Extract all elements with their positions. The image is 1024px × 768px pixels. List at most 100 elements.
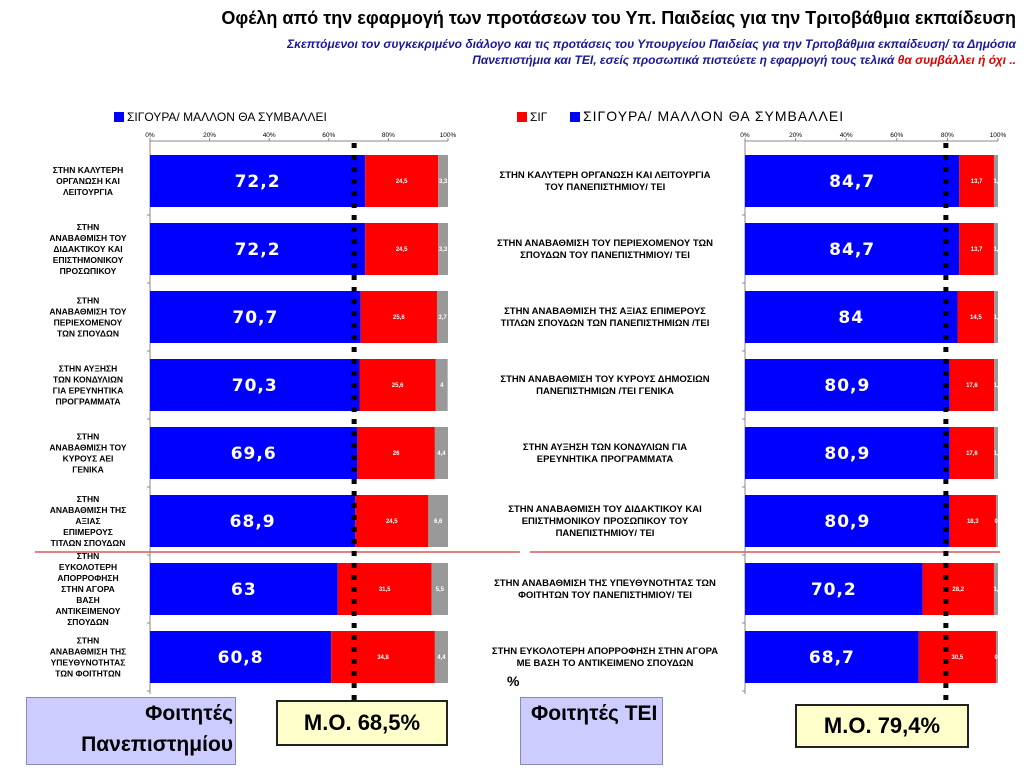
right-data-label-red: 28,2 — [952, 587, 964, 593]
left-category-label-line: ΑΝΑΒΑΘΜΙΣΗ ΤΟΥ — [49, 307, 127, 317]
right-tick-label: 80% — [941, 132, 954, 139]
right-bar-gray — [994, 359, 998, 411]
right-bar-red — [959, 155, 994, 207]
right-data-label-red: 18,3 — [967, 519, 979, 525]
right-data-label-red: 17,6 — [966, 451, 978, 457]
left-category-label-line: ΕΠΙΜΕΡΟΥΣ — [63, 527, 113, 537]
left-tick-label: 80% — [382, 132, 395, 139]
left-bar-blue — [150, 631, 332, 683]
right-category-label-line: ΣΤΗΝ ΑΥΞΗΣΗ ΤΩΝ ΚΟΝΔΥΛΙΩΝ ΓΙΑ — [523, 442, 687, 453]
right-data-label-red: 30,5 — [952, 655, 964, 661]
left-category-label-line: ΓΙΑ ΕΡΕΥΝΗΤΙΚΑ — [53, 386, 124, 396]
left-data-label-blue: 63 — [231, 580, 257, 600]
left-category-label-line: ΣΤΗΝ — [77, 432, 100, 442]
legend-right-swatch — [570, 112, 580, 122]
left-tick-label: 100% — [440, 132, 457, 139]
left-category-label-line: ΕΠΙΣΤΗΜΟΝΙΚΟΥ — [53, 255, 124, 265]
right-bar-blue — [745, 563, 923, 615]
legend-left: ΣΙΓΟΥΡΑ/ ΜΑΛΛΟΝ ΘΑ ΣΥΜΒΑΛΛΕΙ — [114, 110, 327, 124]
left-category-label-line: ΣΠΟΥΔΩΝ — [67, 617, 109, 627]
left-bar-red — [365, 223, 439, 275]
right-data-label-gray: 0, — [994, 519, 999, 525]
right-bar-gray — [994, 291, 998, 343]
left-category-label-line: ΠΡΟΣΩΠΙΚΟΥ — [60, 266, 117, 276]
right-data-label-gray: 0, — [994, 655, 999, 661]
right-data-label-gray: 1, — [993, 587, 998, 593]
left-category-label-line: ΤΩΝ ΚΟΝΔΥΛΙΩΝ — [53, 375, 123, 385]
right-bar-blue — [745, 495, 950, 547]
left-category-label-line: ΣΤΗΝ ΚΑΛΥΤΕΡΗ — [53, 165, 123, 175]
left-bar-gray — [428, 495, 448, 547]
right-bar-gray — [995, 631, 998, 683]
right-data-label-gray: 1, — [993, 247, 998, 253]
left-data-label-gray: 4 — [440, 383, 444, 389]
left-tick-label: 20% — [203, 132, 216, 139]
left-bar-gray — [434, 427, 448, 479]
left-data-label-red: 34,8 — [377, 655, 389, 661]
left-category-label: ΣΤΗΝ ΑΝΑΒΑΘΜΙΣΗ ΤΟΥ ΠΕΡΙΕΧΟΜΕΝΟΥ ΤΩΝ ΣΠΟΥΔΩ… — [49, 296, 127, 339]
left-bar-blue — [150, 427, 358, 479]
right-data-label-blue: 80,9 — [824, 376, 870, 396]
left-bar-red — [359, 359, 436, 411]
right-data-label-red: 17,6 — [966, 383, 978, 389]
right-bar-blue — [745, 291, 958, 343]
page-title: Οφέλη από την εφαρμογή των προτάσεων του… — [221, 8, 1016, 28]
left-category-label-line: ΑΝΑΒΑΘΜΙΣΗ ΤΗΣ — [50, 505, 127, 515]
right-data-label-gray: 1, — [994, 383, 999, 389]
right-category-label-line: ΠΑΝΕΠΙΣΤΗΜΙΩΝ /ΤΕΙ ΓΕΝΙΚΑ — [536, 386, 674, 397]
left-data-label-red: 24,5 — [396, 247, 408, 253]
left-bar-blue — [150, 155, 366, 207]
right-bar-red — [957, 291, 995, 343]
right-category-label: ΣΤΗΝ ΑΝΑΒΑΘΜΙΣΗ ΤΟΥ ΔΙΔΑΚΤΙΚΟΥ ΚΑΙ ΕΠΙΣΤΗ… — [508, 504, 701, 539]
right-bar-gray — [993, 155, 998, 207]
left-bar-blue — [150, 563, 338, 615]
right-bar-red — [918, 631, 996, 683]
right-bar-red — [959, 223, 994, 275]
percent-label: % — [507, 673, 520, 689]
left-data-label-blue: 70,7 — [232, 308, 278, 328]
left-data-label-blue: 70,3 — [232, 376, 278, 396]
right-data-label-red: 13,7 — [971, 179, 983, 185]
right-category-label-line: ΣΤΗΝ ΑΝΑΒΑΘΜΙΣΗ ΤΗΣ ΑΞΙΑΣ ΕΠΙΜΕΡΟΥΣ — [504, 306, 706, 317]
right-tick-label: 40% — [840, 132, 853, 139]
left-category-label-line: ΔΙΔΑΚΤΙΚΟΥ ΚΑΙ — [53, 244, 122, 254]
right-data-label-gray: 1, — [993, 179, 998, 185]
right-category-label: ΣΤΗΝ ΚΑΛΥΤΕΡΗ ΟΡΓΑΝΩΣΗ ΚΑΙ ΛΕΙΤΟΥΡΓΙΑ ΤΟΥ… — [500, 170, 711, 193]
right-category-label-line: ΣΤΗΝ ΑΝΑΒΑΘΜΙΣΗ ΤΟΥ ΚΥΡΟΥΣ ΔΗΜΟΣΙΩΝ — [500, 374, 709, 385]
left-bar-red — [331, 631, 435, 683]
right-category-label-line: ΣΠΟΥΔΩΝ ΤΟΥ ΠΑΝΕΠΙΣΤΗΜΙΟΥ/ ΤΕΙ — [520, 250, 690, 261]
left-data-label-red: 24,5 — [386, 519, 398, 525]
left-bar-gray — [435, 359, 448, 411]
left-category-label: ΣΤΗΝ ΑΝΑΒΑΘΜΙΣΗ ΤΟΥ ΚΥΡΟΥΣ ΑΕΙ ΓΕΝΙΚΑ — [49, 432, 127, 475]
left-category-label-line: ΣΤΗΝ — [77, 551, 100, 561]
right-category-label: ΣΤΗΝ ΑΝΑΒΑΘΜΙΣΗ ΤΗΣ ΑΞΙΑΣ ΕΠΙΜΕΡΟΥΣ ΤΙΤΛΩ… — [501, 306, 710, 329]
left-category-label-line: ΠΕΡΙΕΧΟΜΕΝΟΥ — [54, 318, 123, 328]
right-category-label: ΣΤΗΝ ΑΥΞΗΣΗ ΤΩΝ ΚΟΝΔΥΛΙΩΝ ΓΙΑ ΕΡΕΥΝΗΤΙΚΑ … — [523, 442, 687, 465]
right-bar-blue — [745, 427, 950, 479]
subtitle-line-2: Πανεπιστήμια και ΤΕΙ, εσείς προσωπικά πι… — [90, 52, 1016, 68]
right-data-label-red: 14,5 — [970, 315, 982, 321]
right-category-label-line: ΠΑΝΕΠΙΣΤΗΜΙΟΥ/ ΤΕΙ — [556, 528, 655, 539]
left-data-label-blue: 69,6 — [231, 444, 277, 464]
left-category-label: ΣΤΗΝ ΚΑΛΥΤΕΡΗ ΟΡΓΑΝΩΣΗ ΚΑΙ ΛΕΙΤΟΥΡΓΙΑ — [53, 165, 123, 197]
left-bar-gray — [431, 563, 448, 615]
left-data-label-gray: 6,6 — [434, 519, 443, 525]
box-left-group: Φοιτητές Πανεπιστημίου — [26, 697, 236, 765]
right-category-label-line: ΣΤΗΝ ΑΝΑΒΑΘΜΙΣΗ ΤΟΥ ΠΕΡΙΕΧΟΜΕΝΟΥ ΤΩΝ — [497, 238, 713, 249]
left-category-label: ΣΤΗΝ ΑΝΑΒΑΘΜΙΣΗ ΤΗΣ ΑΞΙΑΣ ΕΠΙΜΕΡΟΥΣ ΤΙΤΛΩΝ Σ… — [50, 494, 127, 548]
left-bar-gray — [438, 223, 448, 275]
left-category-label-line: ΑΝΑΒΑΘΜΙΣΗ ΤΟΥ — [49, 233, 127, 243]
left-category-label-line: ΥΠΕΥΘΥΝΟΤΗΤΑΣ — [51, 658, 126, 668]
legend-left-swatch — [114, 112, 124, 122]
left-category-label-line: ΣΤΗΝ — [77, 494, 100, 504]
box-left-mean: Μ.Ο. 68,5% — [276, 700, 448, 746]
left-category-label-line: ΣΤΗΝ ΑΓΟΡΑ — [61, 584, 115, 594]
left-category-label-line: ΤΙΤΛΩΝ ΣΠΟΥΔΩΝ — [51, 538, 126, 548]
left-category-label: ΣΤΗΝ ΑΝΑΒΑΘΜΙΣΗ ΤΗΣ ΥΠΕΥΘΥΝΟΤΗΤΑΣ ΤΩΝ ΦΟΙΤΗ… — [50, 636, 127, 679]
left-data-label-red: 24,5 — [396, 179, 408, 185]
right-category-label-line: ΜΕ ΒΑΣΗ ΤΟ ΑΝΤΙΚΕΙΜΕΝΟ ΣΠΟΥΔΩΝ — [517, 658, 694, 669]
left-data-label-blue: 72,2 — [235, 240, 281, 260]
left-category-label: ΣΤΗΝ ΕΥΚΟΛΟΤΕΡΗ ΑΠΟΡΡΟΦΗΣΗ ΣΤΗΝ ΑΓΟΡΑ ΒΑΣΗ ΑΝ… — [56, 551, 121, 627]
